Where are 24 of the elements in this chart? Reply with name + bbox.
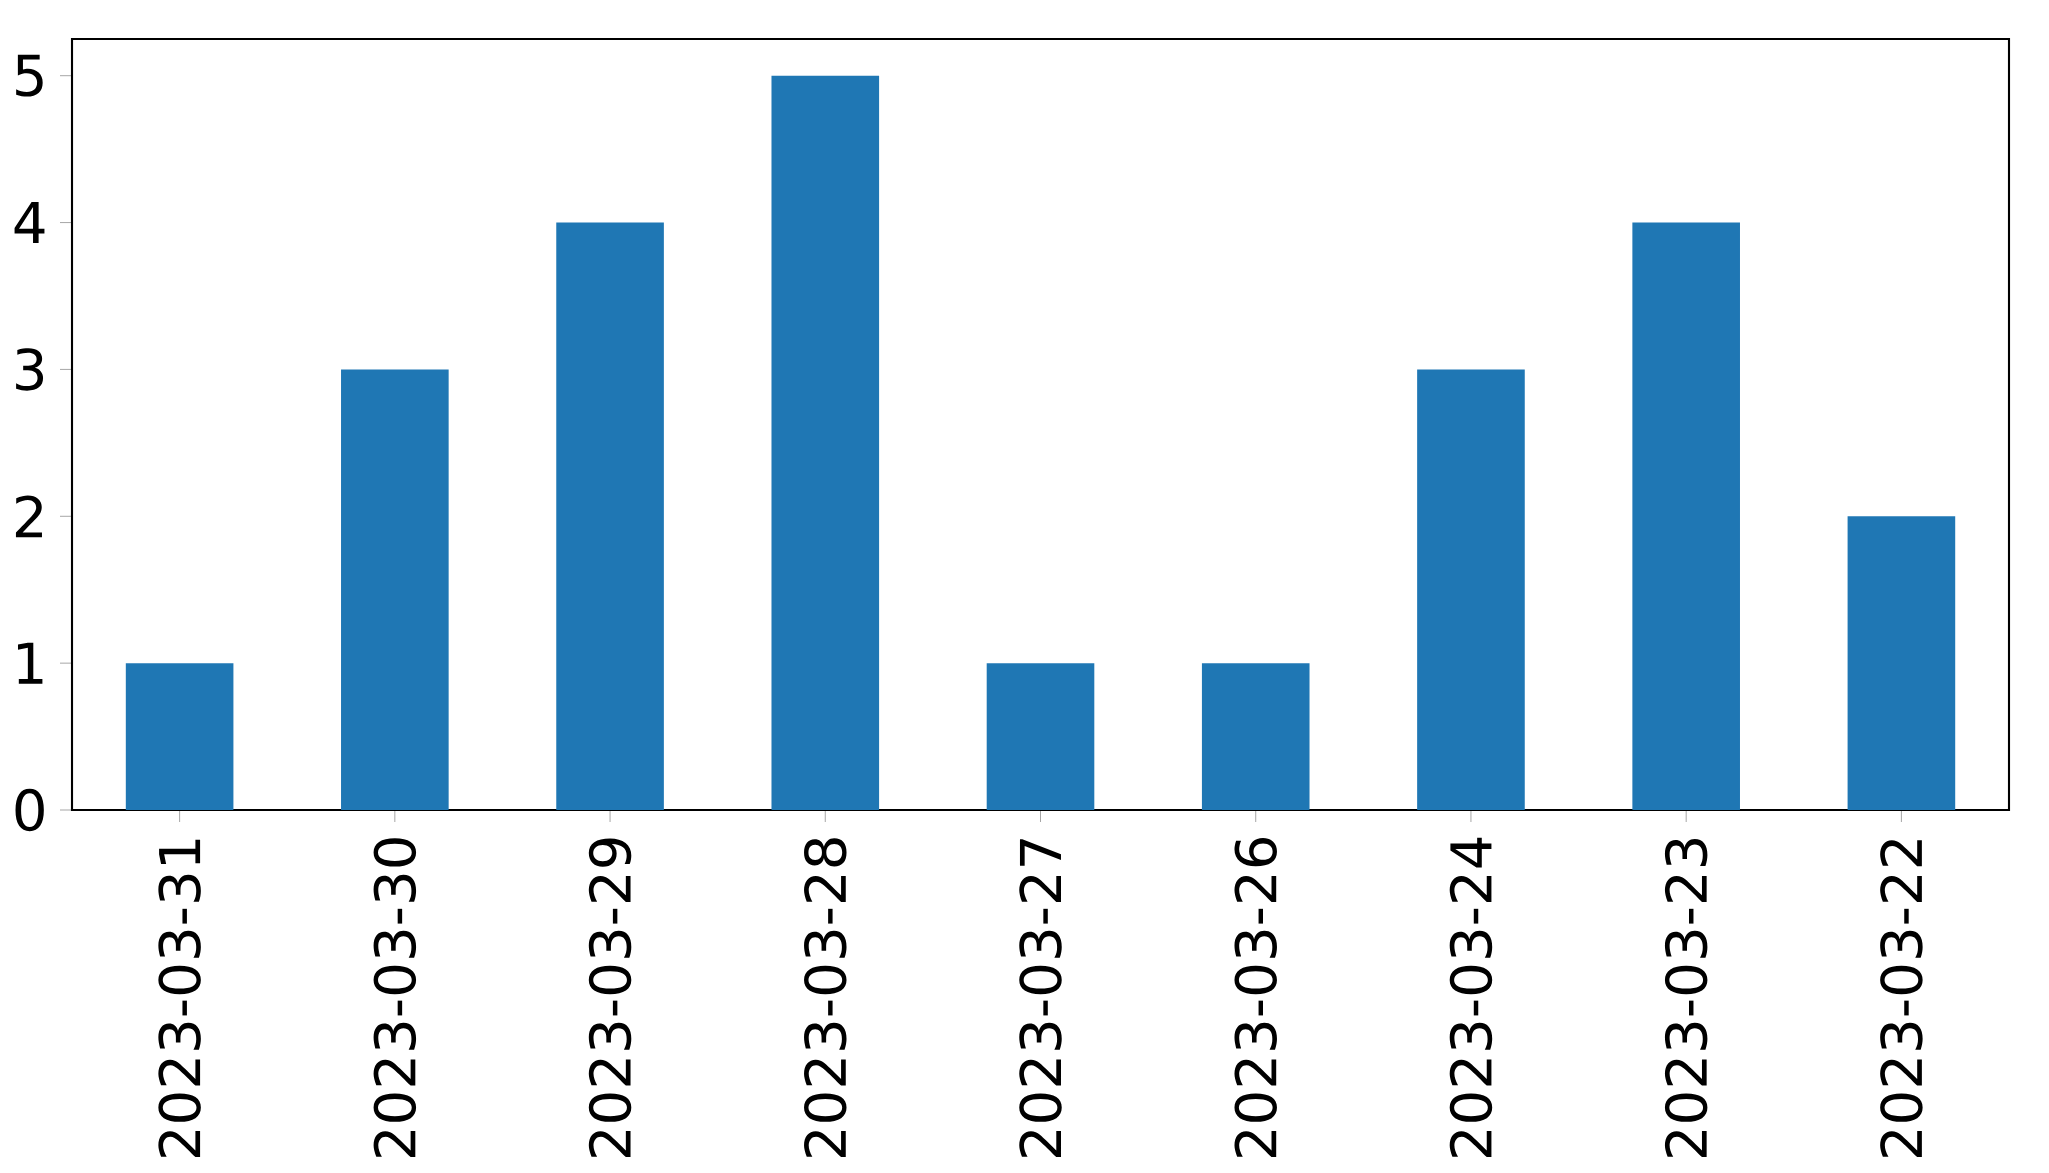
bar (1847, 516, 1956, 811)
y-tick-label: 1 (17, 642, 43, 684)
y-tick-label: 0 (15, 788, 44, 832)
y-tick-label: 5 (16, 54, 43, 97)
bar (556, 222, 664, 811)
x-tick-label: 2023-03-29 (588, 838, 632, 1158)
y-tick-label: 3 (16, 348, 44, 391)
x-tick-label: 2023-03-22 (1880, 840, 1923, 1158)
bar (125, 663, 234, 811)
x-tick-label: 2023-03-27 (1019, 839, 1062, 1158)
bar (986, 663, 1095, 811)
y-tick-label: 2 (15, 495, 42, 538)
bar (1632, 222, 1740, 811)
bar (1417, 369, 1525, 811)
x-tick-label: 2023-03-30 (373, 838, 417, 1158)
bar (341, 369, 449, 811)
x-tick-label: 2023-03-24 (1449, 837, 1493, 1158)
y-tick-label: 4 (14, 202, 45, 244)
x-tick-label: 2023-03-31 (158, 839, 201, 1158)
bar (1201, 663, 1310, 811)
x-tick-label: 2023-03-26 (1234, 838, 1277, 1158)
x-tick-label: 2023-03-23 (1664, 839, 1708, 1158)
bar (771, 75, 880, 811)
x-tick-label: 2023-03-28 (804, 838, 847, 1158)
